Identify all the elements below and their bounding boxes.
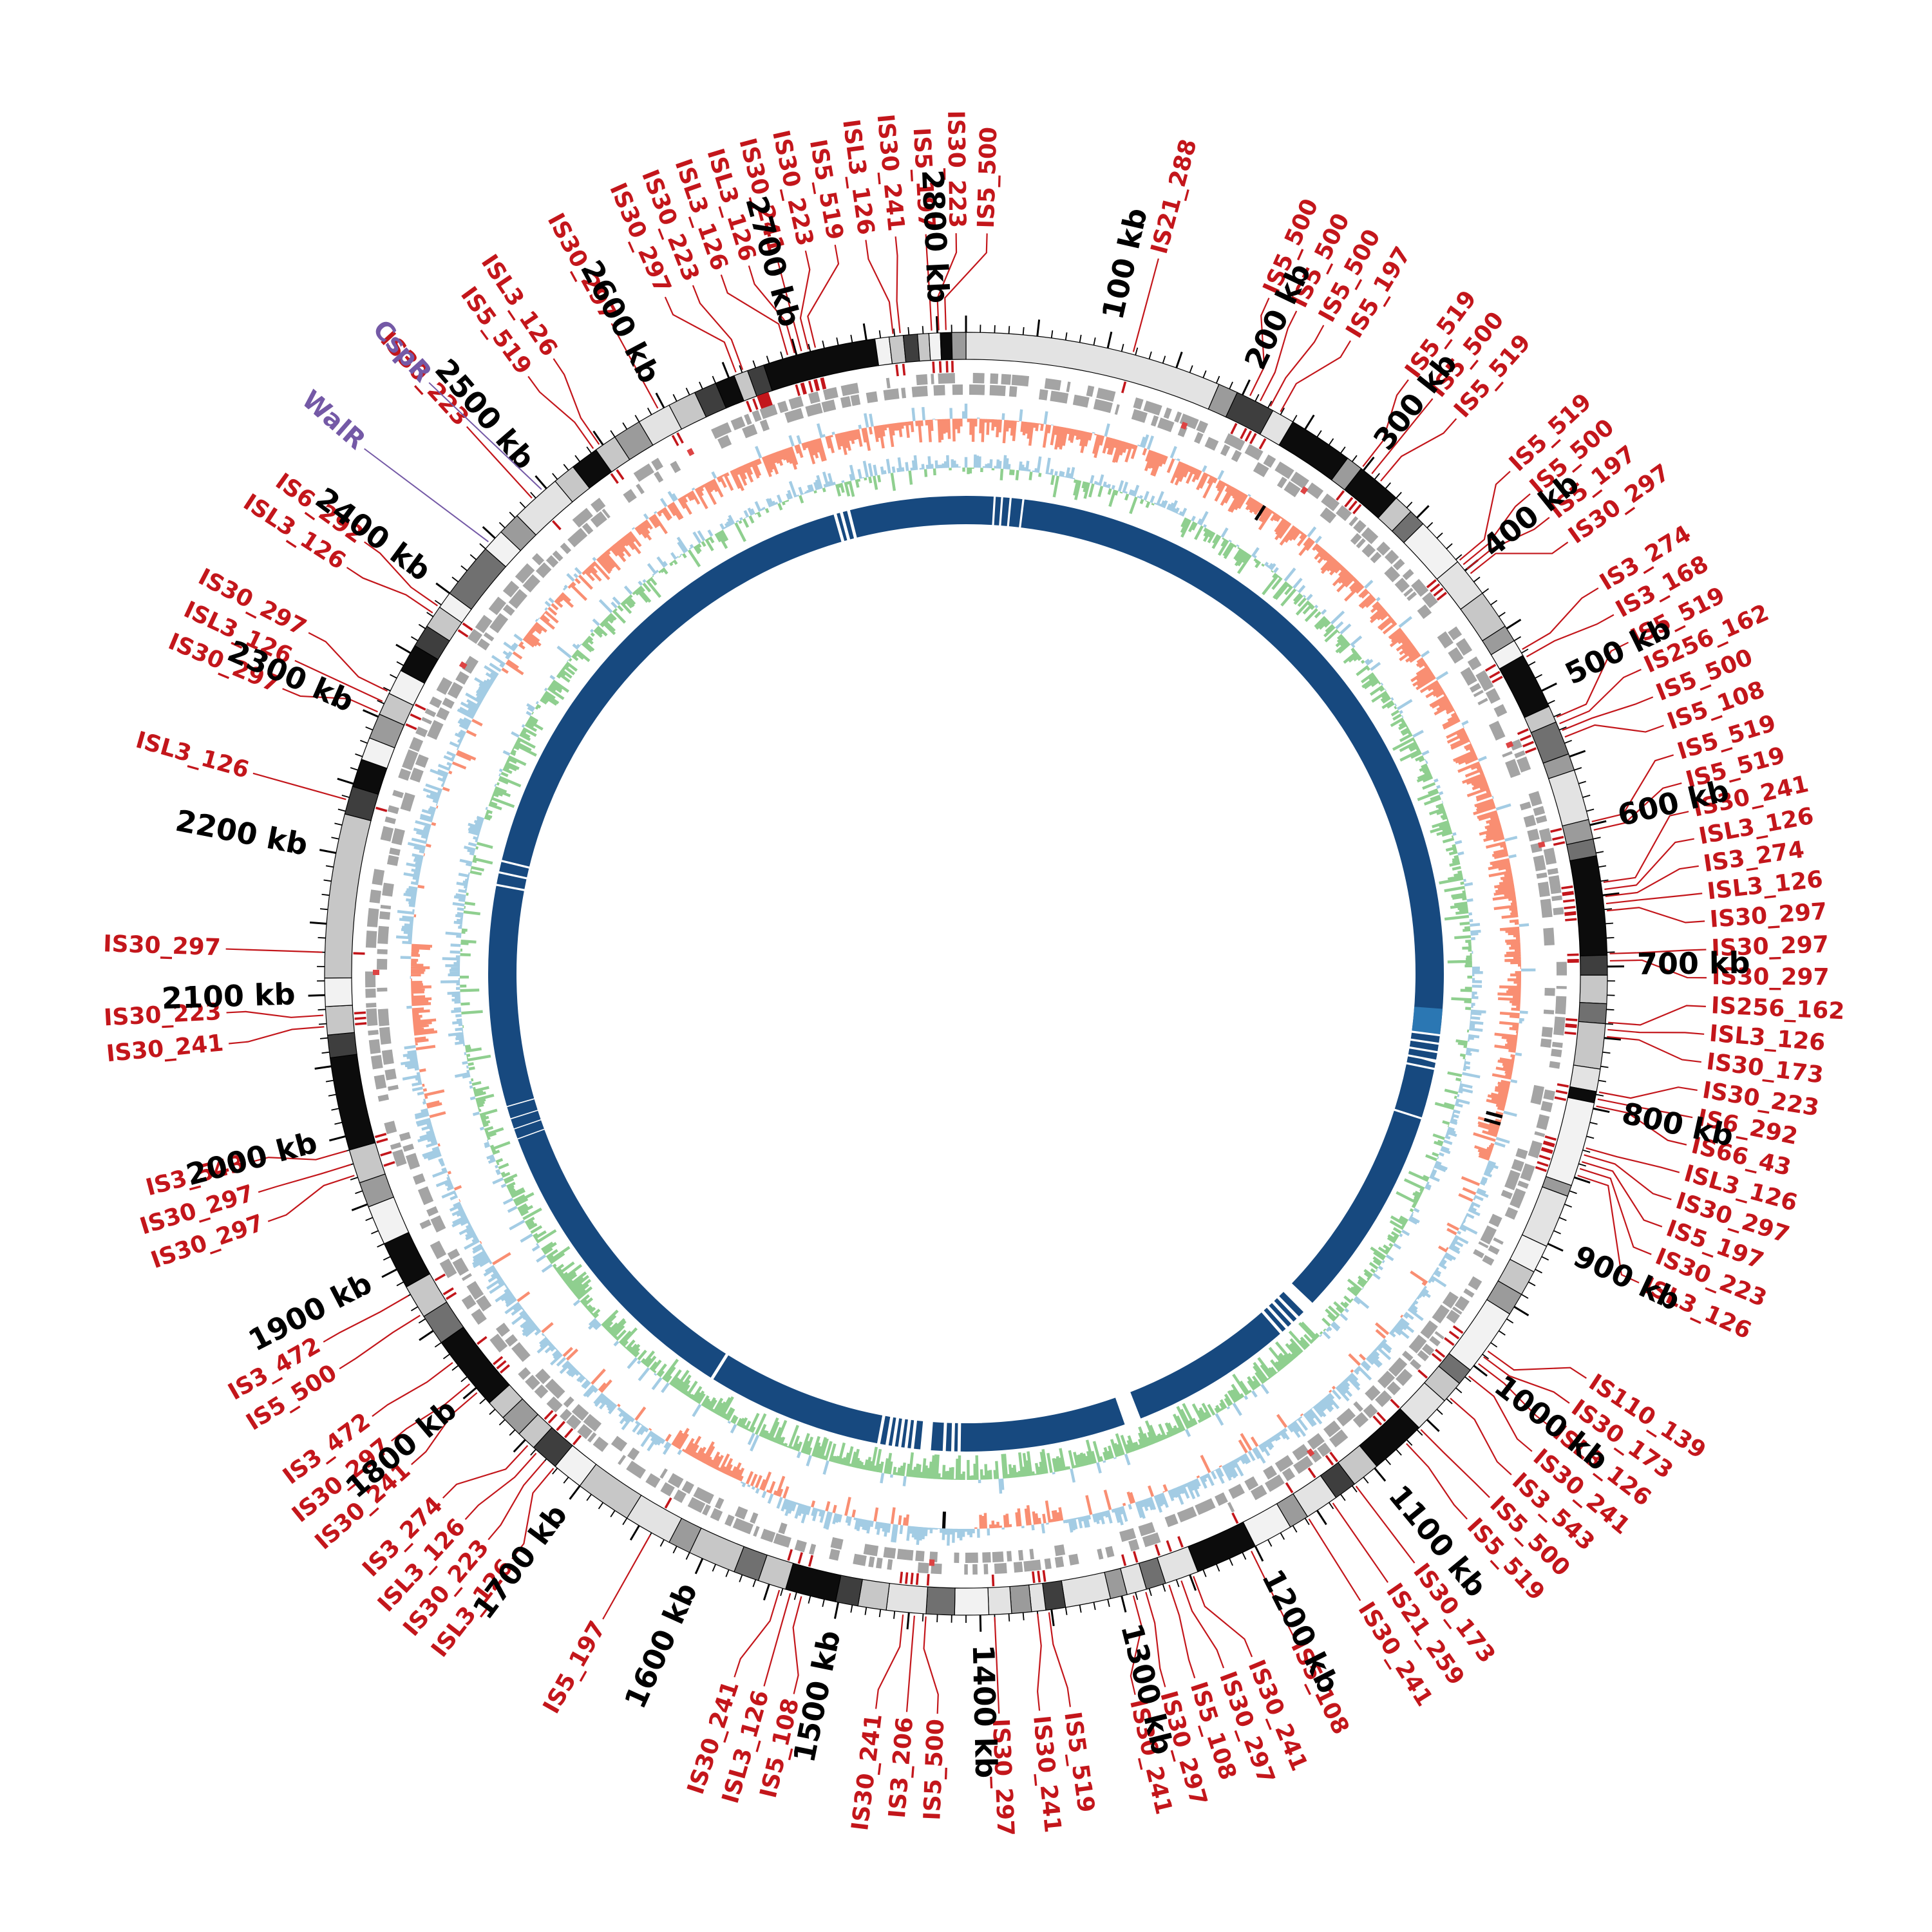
is-element-label: IS30_241 bbox=[872, 113, 909, 232]
scale-label: 2800 kb bbox=[915, 169, 956, 304]
is-element-label: IS30_241 bbox=[105, 1030, 225, 1067]
cds-tracks bbox=[365, 373, 1567, 1575]
gc-content-ring bbox=[324, 332, 1608, 1616]
is-element-label: IS5_500 bbox=[973, 126, 1002, 229]
scale-label: 700 kb bbox=[1637, 945, 1750, 981]
is-element-label: IS5_197 bbox=[538, 1616, 611, 1718]
is-element-label: IS5_519 bbox=[1059, 1710, 1099, 1814]
is-element-label: IS256_162 bbox=[1710, 992, 1845, 1025]
scale-label: 2200 kb bbox=[173, 803, 310, 862]
scale-label: 100 kb bbox=[1095, 205, 1154, 323]
scale-label: 2100 kb bbox=[161, 976, 296, 1016]
scale-label: 1400 kb bbox=[966, 1644, 1004, 1779]
is-element-label: IS30_241 bbox=[1028, 1714, 1066, 1834]
scale-label: 2000 kb bbox=[183, 1125, 321, 1193]
gene-name-label: WalR bbox=[296, 385, 371, 456]
is-element-label: IS30_223 bbox=[942, 110, 970, 228]
is-element-label: IS21_288 bbox=[1146, 137, 1202, 257]
scale-label: 1300 kb bbox=[1114, 1620, 1180, 1757]
is-element-label: IS30_297 bbox=[1709, 898, 1828, 933]
coverage-ring bbox=[488, 496, 1444, 1452]
is-tick-marks bbox=[353, 361, 1579, 1587]
is-element-label: IS30_223 bbox=[103, 999, 222, 1032]
is-element-label: ISL3_126 bbox=[133, 727, 252, 784]
is-element-label: IS30_297 bbox=[987, 1718, 1019, 1837]
is-element-label: IS5_197 bbox=[908, 127, 940, 230]
is-element-label: IS30_241 bbox=[847, 1712, 887, 1832]
is-element-label: IS30_297 bbox=[103, 931, 222, 961]
is-element-label: IS5_500 bbox=[919, 1718, 949, 1821]
is-element-label: IS30_297 bbox=[1711, 931, 1830, 961]
gene-name-label: CspR bbox=[367, 314, 438, 388]
scale-label: 2400 kb bbox=[309, 480, 437, 588]
inner-skew-track bbox=[440, 454, 1486, 1494]
gc-skew-track bbox=[396, 403, 1536, 1546]
is-element-label: IS3_206 bbox=[884, 1716, 918, 1819]
scale-label: 200 kb bbox=[1238, 258, 1318, 375]
is-leader-lines bbox=[225, 233, 1707, 1714]
scale-label: 1600 kb bbox=[618, 1577, 705, 1713]
is-element-label: IS30_297 bbox=[1712, 963, 1830, 990]
